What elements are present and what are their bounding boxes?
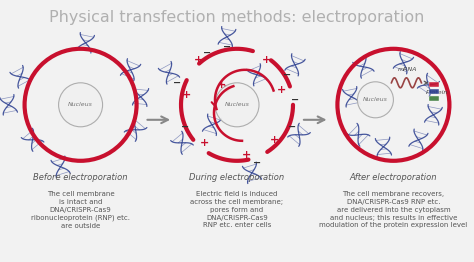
Text: +: + [277,85,287,95]
Bar [429,96,439,101]
Text: +: + [218,80,227,90]
Bar [429,82,439,87]
Bar [429,89,439,94]
Text: Nucleus: Nucleus [68,102,93,107]
Text: Protein: Protein [426,90,448,95]
Text: −: − [253,158,261,168]
Text: +: + [263,55,272,65]
Text: −: − [181,122,189,132]
Text: Nucleus: Nucleus [225,102,249,107]
Text: Physical transfection methods: electroporation: Physical transfection methods: electropo… [49,10,425,25]
Text: After electroporation: After electroporation [350,173,437,182]
Text: −: − [283,70,291,80]
Text: +: + [201,138,210,148]
Text: Before electroporation: Before electroporation [33,173,128,182]
Text: mRNA: mRNA [398,67,417,72]
Text: +: + [270,135,280,145]
Text: Electric field is induced
across the cell membrane;
pores form and
DNA/CRISPR-Ca: Electric field is induced across the cel… [191,191,283,228]
Text: The cell membrane
is intact and
DNA/CRISPR-Cas9
ribonucleoprotein (RNP) etc.
are: The cell membrane is intact and DNA/CRIS… [31,191,130,229]
Ellipse shape [215,83,259,127]
Text: −: − [223,42,231,52]
Text: −: − [173,78,181,88]
Text: −: − [203,48,211,58]
Text: The cell membrane recovers,
DNA/CRISPR-Cas9 RNP etc.
are delivered into the cyto: The cell membrane recovers, DNA/CRISPR-C… [319,191,467,228]
Text: −: − [288,122,296,132]
Ellipse shape [357,82,393,118]
Text: Nucleus: Nucleus [363,97,388,102]
Ellipse shape [59,83,102,127]
Text: +: + [242,150,252,160]
Text: +: + [182,90,191,100]
Text: +: + [194,55,204,65]
Text: During electroporation: During electroporation [190,173,284,182]
Text: −: − [291,95,299,105]
